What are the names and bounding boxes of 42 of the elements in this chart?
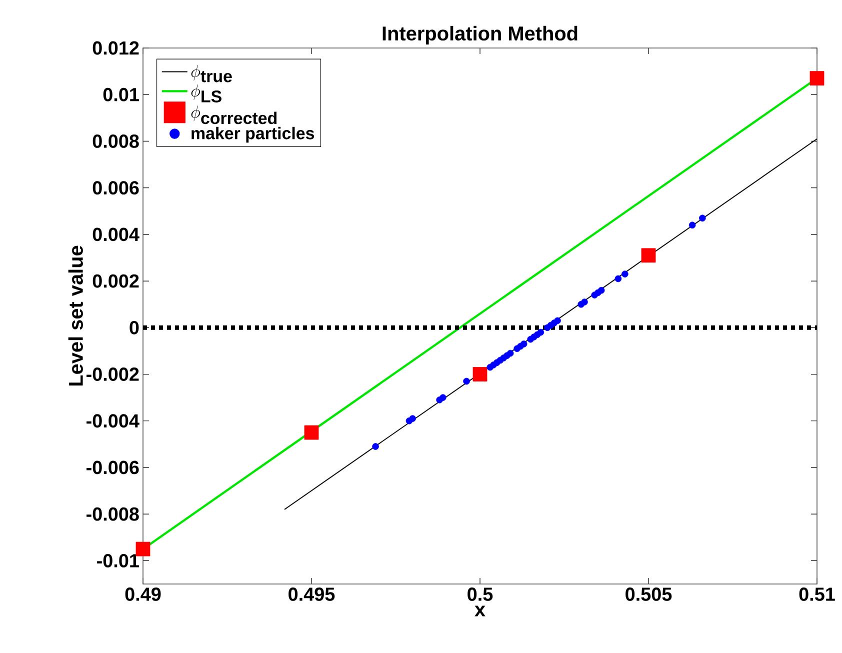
point — [622, 270, 628, 278]
y-tick-label: -0.01 — [97, 554, 139, 568]
point — [598, 286, 605, 294]
y-tick-label: -0.004 — [86, 414, 140, 428]
legend-label: $\phi_{\textbf{true}}$ — [191, 65, 232, 82]
y-tick-label: 0.012 — [92, 41, 139, 55]
y-axis-title: Level set value — [68, 246, 83, 386]
y-tick-label: -0.008 — [86, 507, 139, 521]
point — [372, 443, 379, 450]
point — [472, 367, 488, 382]
point — [688, 222, 696, 229]
y-tick-label: 0.004 — [92, 228, 140, 242]
x-tick-label: 0.495 — [288, 588, 335, 601]
y-tick-label: 0 — [130, 320, 139, 334]
point — [614, 275, 622, 282]
chart-title: Interpolation Method — [382, 26, 578, 45]
x-tick-label: 0.5 — [468, 588, 493, 601]
point — [810, 71, 824, 86]
y-tick-label: -0.002 — [86, 368, 139, 381]
point — [699, 214, 706, 222]
x-tick-label: 0.49 — [125, 588, 161, 601]
y-tick-label: 0.002 — [92, 274, 139, 288]
point — [520, 340, 528, 348]
point — [506, 350, 514, 357]
x-tick-label: 0.505 — [626, 588, 672, 601]
legend-label: $\phi_{\textbf{corrected}}$ — [191, 106, 277, 124]
point — [537, 328, 544, 336]
x-tick-label: 0.51 — [799, 588, 835, 601]
point — [409, 415, 416, 422]
point — [554, 317, 561, 324]
point — [463, 378, 470, 385]
y-tick-label: 0.006 — [92, 181, 139, 195]
legend-label: maker particles — [192, 126, 314, 143]
legend-label: $\phi_{\textbf{LS}}$ — [191, 84, 222, 102]
y-tick-label: 0.01 — [103, 88, 139, 102]
x-axis-title: x — [474, 606, 486, 616]
point — [581, 298, 588, 306]
point — [641, 248, 656, 263]
point — [440, 394, 446, 401]
point — [304, 425, 319, 440]
y-tick-label: -0.006 — [86, 460, 139, 474]
y-tick-label: 0.008 — [92, 134, 139, 148]
